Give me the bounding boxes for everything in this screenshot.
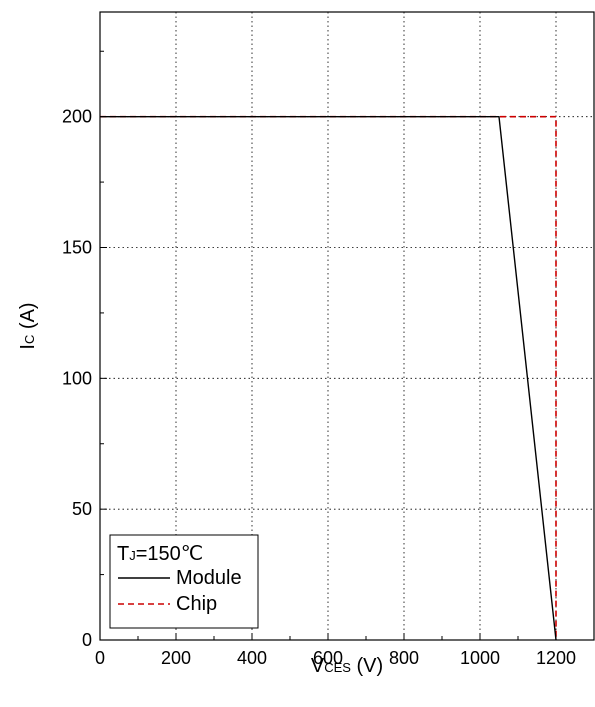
legend-entry-module: Module	[176, 567, 242, 589]
y-tick-label: 100	[62, 368, 92, 388]
y-tick-label: 50	[72, 499, 92, 519]
x-tick-label: 1000	[460, 648, 500, 668]
y-tick-label: 200	[62, 107, 92, 127]
y-axis-label: IC (A)	[17, 302, 39, 349]
x-tick-label: 0	[95, 648, 105, 668]
y-tick-label: 0	[82, 630, 92, 650]
x-tick-label: 200	[161, 648, 191, 668]
x-tick-label: 1200	[536, 648, 576, 668]
legend: TJ=150℃ Module Chip	[110, 535, 258, 628]
y-tick-label: 150	[62, 238, 92, 258]
x-tick-label: 800	[389, 648, 419, 668]
x-axis-label: VCES (V)	[311, 655, 383, 677]
legend-entry-chip: Chip	[176, 593, 217, 615]
x-tick-label: 400	[237, 648, 267, 668]
